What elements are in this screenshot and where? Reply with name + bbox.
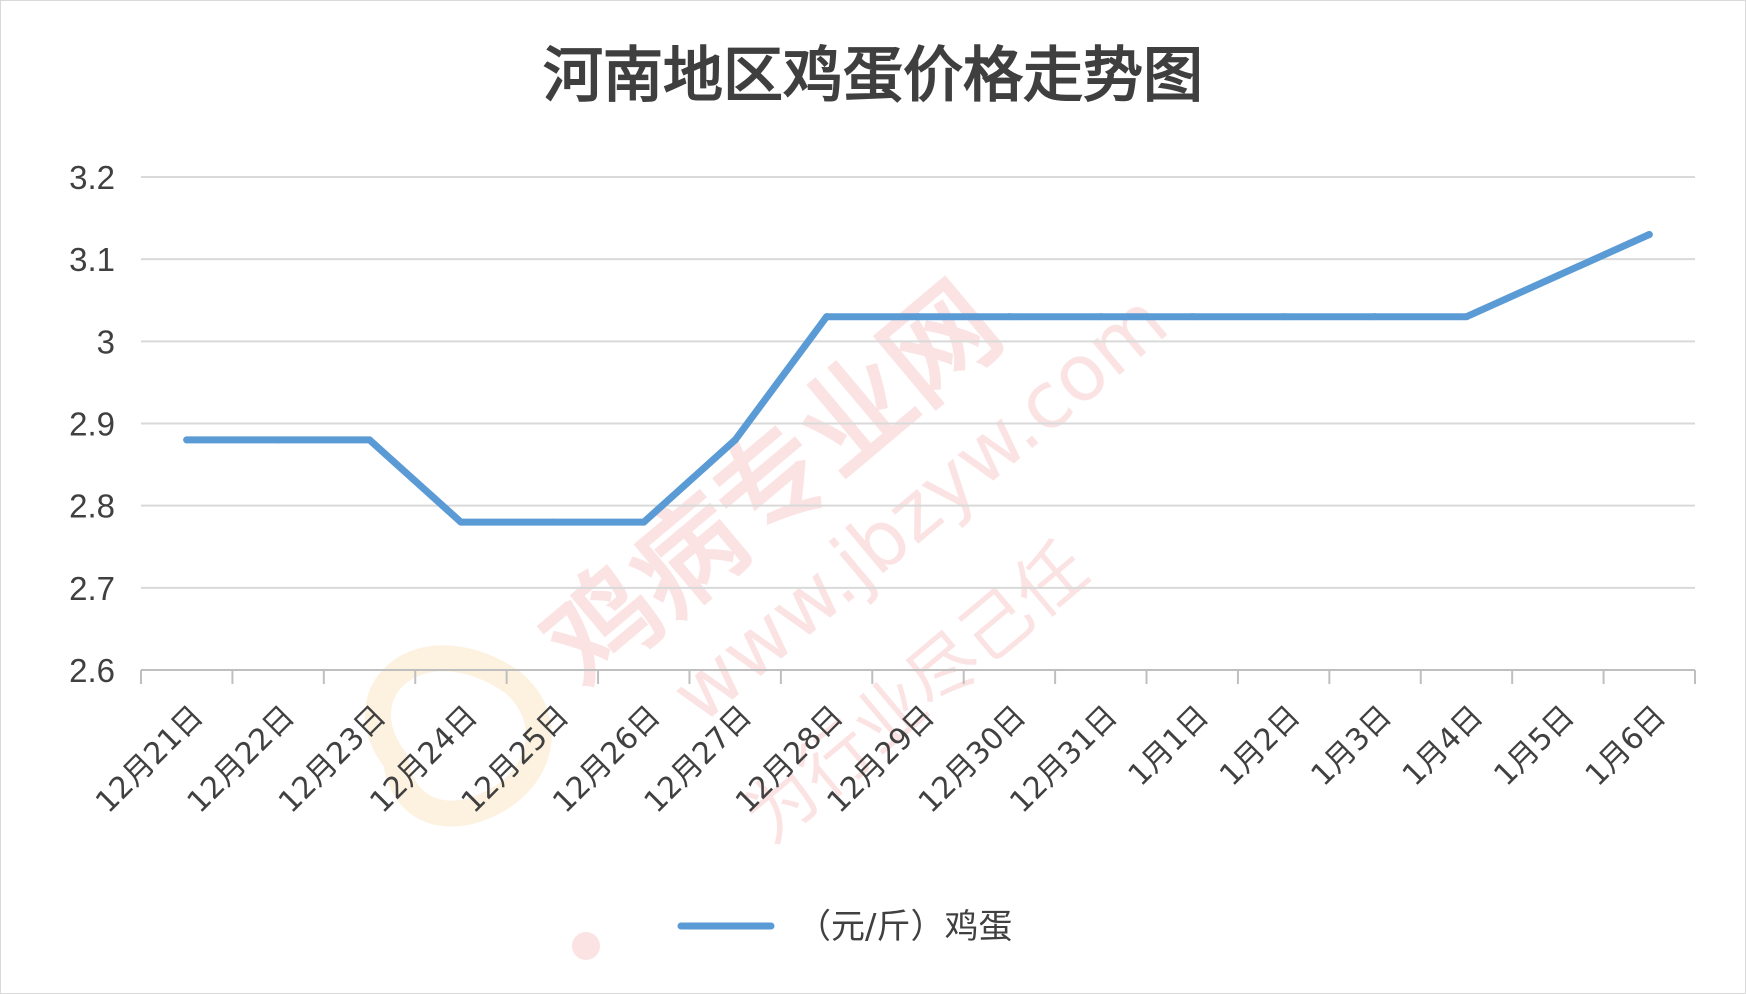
data-point [823,313,831,321]
x-tick-label: 1月6日 [1579,699,1673,793]
data-point [457,518,465,526]
y-tick-label: 3.1 [69,241,115,278]
data-point [548,518,556,526]
data-point [274,436,282,444]
x-tick-label: 1月3日 [1305,699,1399,793]
data-point [1005,313,1013,321]
data-point [1645,231,1653,239]
watermark-logo-dot [572,932,600,960]
x-tick-label: 1月1日 [1122,699,1216,793]
y-tick-label: 3 [97,323,115,360]
watermark: 鸡病专业网 www.jbzyw.com 为行业尽己任 [364,259,1185,960]
x-tick-label: 1月5日 [1487,699,1581,793]
data-point [183,436,191,444]
chart-title: 河南地区鸡蛋价格走势图 [543,41,1203,111]
legend-label: （元/斤）鸡蛋 [797,907,1012,947]
data-point [1280,313,1288,321]
legend[interactable]: （元/斤）鸡蛋 [677,907,1012,947]
series-lines [183,231,1653,526]
data-point [366,436,374,444]
y-tick-label: 2.9 [69,406,115,443]
y-tick-label: 2.7 [69,570,115,607]
x-tick-label: 1月2日 [1213,699,1307,793]
x-axis [140,669,1696,684]
grid-lines [141,176,1695,589]
y-axis-ticks: 2.6 2.7 2.8 2.9 3 3.1 3.2 [69,159,115,689]
data-point [1554,272,1562,280]
data-point [1097,313,1105,321]
y-tick-label: 2.6 [69,652,115,689]
data-point [1371,313,1379,321]
y-tick-label: 3.2 [69,159,115,196]
y-tick-label: 2.8 [69,488,115,525]
data-point [731,436,739,444]
x-tick-label: 1月4日 [1396,699,1490,793]
data-point [914,313,922,321]
data-point [640,518,648,526]
data-point [1188,313,1196,321]
watermark-logo-mark [364,645,552,827]
data-point [1462,313,1470,321]
